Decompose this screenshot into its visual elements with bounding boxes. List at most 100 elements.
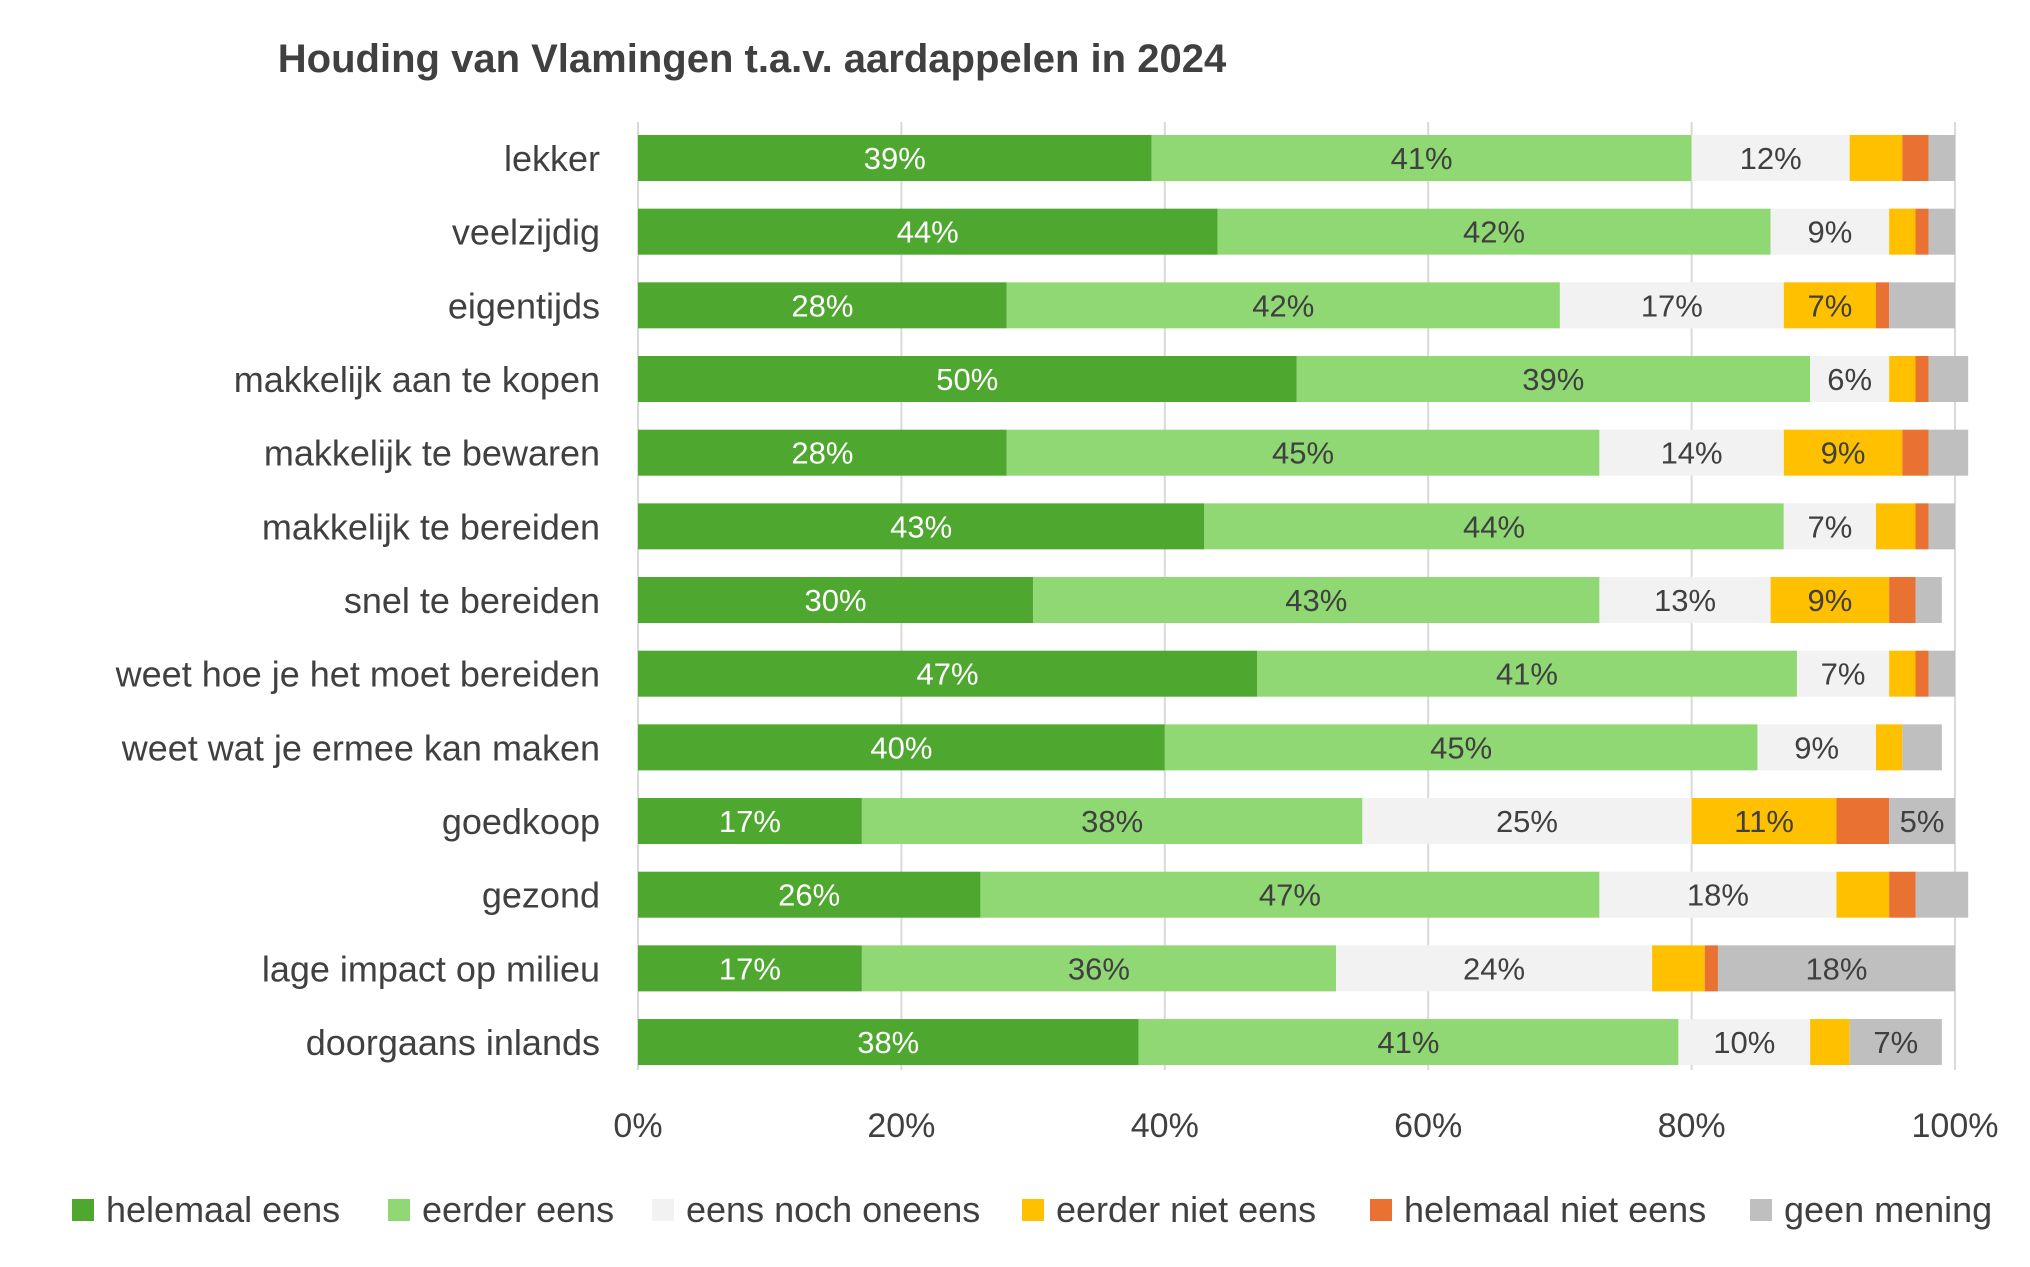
x-tick-label: 0% bbox=[613, 1107, 662, 1145]
data-label: 38% bbox=[857, 1025, 919, 1060]
bar-eens-noch-oneens bbox=[1678, 1019, 1811, 1066]
data-label: 6% bbox=[1827, 362, 1872, 397]
bar-helemaal-niet-eens bbox=[1915, 356, 1929, 403]
data-label: 10% bbox=[1713, 1025, 1775, 1060]
data-label: 9% bbox=[1794, 730, 1839, 765]
bar-eerder-niet-eens bbox=[1875, 503, 1916, 550]
bar-geen-mening bbox=[1902, 724, 1942, 771]
bar-eerder-niet-eens bbox=[1836, 871, 1890, 918]
bar-eens-noch-oneens bbox=[1599, 871, 1837, 918]
legend-label: geen mening bbox=[1784, 1189, 1992, 1230]
bar-eerder-eens bbox=[1006, 282, 1560, 329]
data-label: 44% bbox=[1463, 509, 1525, 544]
data-label: 47% bbox=[916, 657, 978, 692]
bar-helemaal-niet-eens bbox=[1836, 798, 1890, 845]
data-label: 39% bbox=[1522, 362, 1584, 397]
bar-eerder-niet-eens bbox=[1783, 282, 1876, 329]
data-label: 42% bbox=[1463, 215, 1525, 250]
bar-geen-mening bbox=[1928, 208, 1955, 255]
bar-eerder-niet-eens bbox=[1889, 208, 1916, 255]
bar-helemaal-eens bbox=[638, 650, 1257, 697]
legend-swatch-helemaal-eens bbox=[72, 1199, 94, 1221]
category-label: weet wat je ermee kan maken bbox=[121, 727, 600, 768]
x-tick-label: 20% bbox=[867, 1107, 935, 1145]
data-label: 14% bbox=[1661, 436, 1723, 471]
data-label: 13% bbox=[1654, 583, 1716, 618]
data-label: 40% bbox=[870, 730, 932, 765]
bar-eerder-eens bbox=[1217, 208, 1771, 255]
bar-helemaal-niet-eens bbox=[1704, 945, 1718, 992]
bar-helemaal-niet-eens bbox=[1889, 577, 1916, 624]
bar-eerder-niet-eens bbox=[1810, 1019, 1850, 1066]
data-label: 9% bbox=[1807, 583, 1852, 618]
data-label: 36% bbox=[1068, 951, 1130, 986]
legend-swatch-helemaal-niet-eens bbox=[1370, 1199, 1392, 1221]
bar-eens-noch-oneens bbox=[1770, 208, 1890, 255]
bar-helemaal-eens bbox=[638, 724, 1165, 771]
data-label: 7% bbox=[1807, 288, 1852, 323]
data-label: 39% bbox=[864, 141, 926, 176]
bar-eerder-eens bbox=[1296, 356, 1811, 403]
data-label: 18% bbox=[1687, 878, 1749, 913]
bar-helemaal-eens bbox=[638, 945, 862, 992]
bar-geen-mening bbox=[1928, 429, 1969, 476]
bar-eerder-eens bbox=[1006, 429, 1600, 476]
bar-eerder-eens bbox=[861, 945, 1337, 992]
category-label: gezond bbox=[482, 875, 600, 916]
data-label: 30% bbox=[805, 583, 867, 618]
category-label: lage impact op milieu bbox=[262, 948, 600, 989]
legend-swatch-geen-mening bbox=[1750, 1199, 1772, 1221]
data-label: 17% bbox=[719, 804, 781, 839]
bar-eens-noch-oneens bbox=[1362, 798, 1692, 845]
bar-helemaal-niet-eens bbox=[1889, 871, 1916, 918]
category-label: makkelijk te bereiden bbox=[262, 506, 600, 547]
bar-eens-noch-oneens bbox=[1783, 503, 1876, 550]
bar-eerder-niet-eens bbox=[1783, 429, 1903, 476]
bar-eens-noch-oneens bbox=[1810, 356, 1890, 403]
bar-eerder-eens bbox=[861, 798, 1363, 845]
data-label: 38% bbox=[1081, 804, 1143, 839]
bar-eens-noch-oneens bbox=[1336, 945, 1653, 992]
category-label: goedkoop bbox=[442, 801, 600, 842]
bar-helemaal-eens bbox=[638, 1019, 1139, 1066]
data-label: 50% bbox=[936, 362, 998, 397]
bar-eerder-niet-eens bbox=[1691, 798, 1837, 845]
bar-helemaal-eens bbox=[638, 577, 1034, 624]
bar-eerder-niet-eens bbox=[1770, 577, 1890, 624]
bar-eens-noch-oneens bbox=[1559, 282, 1784, 329]
legend-swatch-eens-noch-oneens bbox=[652, 1199, 674, 1221]
bar-eerder-eens bbox=[1164, 724, 1758, 771]
category-label: veelzijdig bbox=[452, 212, 600, 253]
data-label: 18% bbox=[1805, 951, 1867, 986]
data-label: 41% bbox=[1391, 141, 1453, 176]
bar-eerder-niet-eens bbox=[1889, 650, 1916, 697]
bar-helemaal-eens bbox=[638, 356, 1297, 403]
bar-eerder-eens bbox=[980, 871, 1600, 918]
bar-helemaal-niet-eens bbox=[1902, 429, 1929, 476]
x-tick-label: 80% bbox=[1658, 1107, 1726, 1145]
legend-label: eerder eens bbox=[422, 1189, 614, 1230]
bar-helemaal-eens bbox=[638, 208, 1218, 255]
bar-eerder-eens bbox=[1151, 135, 1692, 181]
data-label: 44% bbox=[897, 215, 959, 250]
bar-eens-noch-oneens bbox=[1599, 577, 1771, 624]
data-label: 17% bbox=[719, 951, 781, 986]
legend-label: eens noch oneens bbox=[686, 1189, 980, 1230]
bar-eens-noch-oneens bbox=[1757, 724, 1876, 771]
bar-geen-mening bbox=[1928, 650, 1955, 697]
data-label: 7% bbox=[1873, 1025, 1918, 1060]
bar-geen-mening bbox=[1889, 798, 1955, 845]
bar-helemaal-eens bbox=[638, 282, 1007, 329]
data-label: 9% bbox=[1821, 436, 1866, 471]
category-labels: lekker veelzijdig eigentijds makkelijk aan … bbox=[115, 138, 600, 1063]
bar-eens-noch-oneens bbox=[1691, 135, 1850, 181]
bar-helemaal-niet-eens bbox=[1915, 650, 1929, 697]
bar-geen-mening bbox=[1928, 503, 1955, 550]
x-tick-label: 100% bbox=[1912, 1107, 1999, 1145]
bars: 39% 41% 12% 44% 42% 9% 28% 42% 17% 7% 50% 39% 6% 28% 4… bbox=[638, 135, 1969, 1066]
data-label: 7% bbox=[1807, 509, 1852, 544]
data-label: 42% bbox=[1252, 288, 1314, 323]
bar-eerder-niet-eens bbox=[1849, 135, 1903, 181]
bar-geen-mening bbox=[1889, 282, 1955, 329]
